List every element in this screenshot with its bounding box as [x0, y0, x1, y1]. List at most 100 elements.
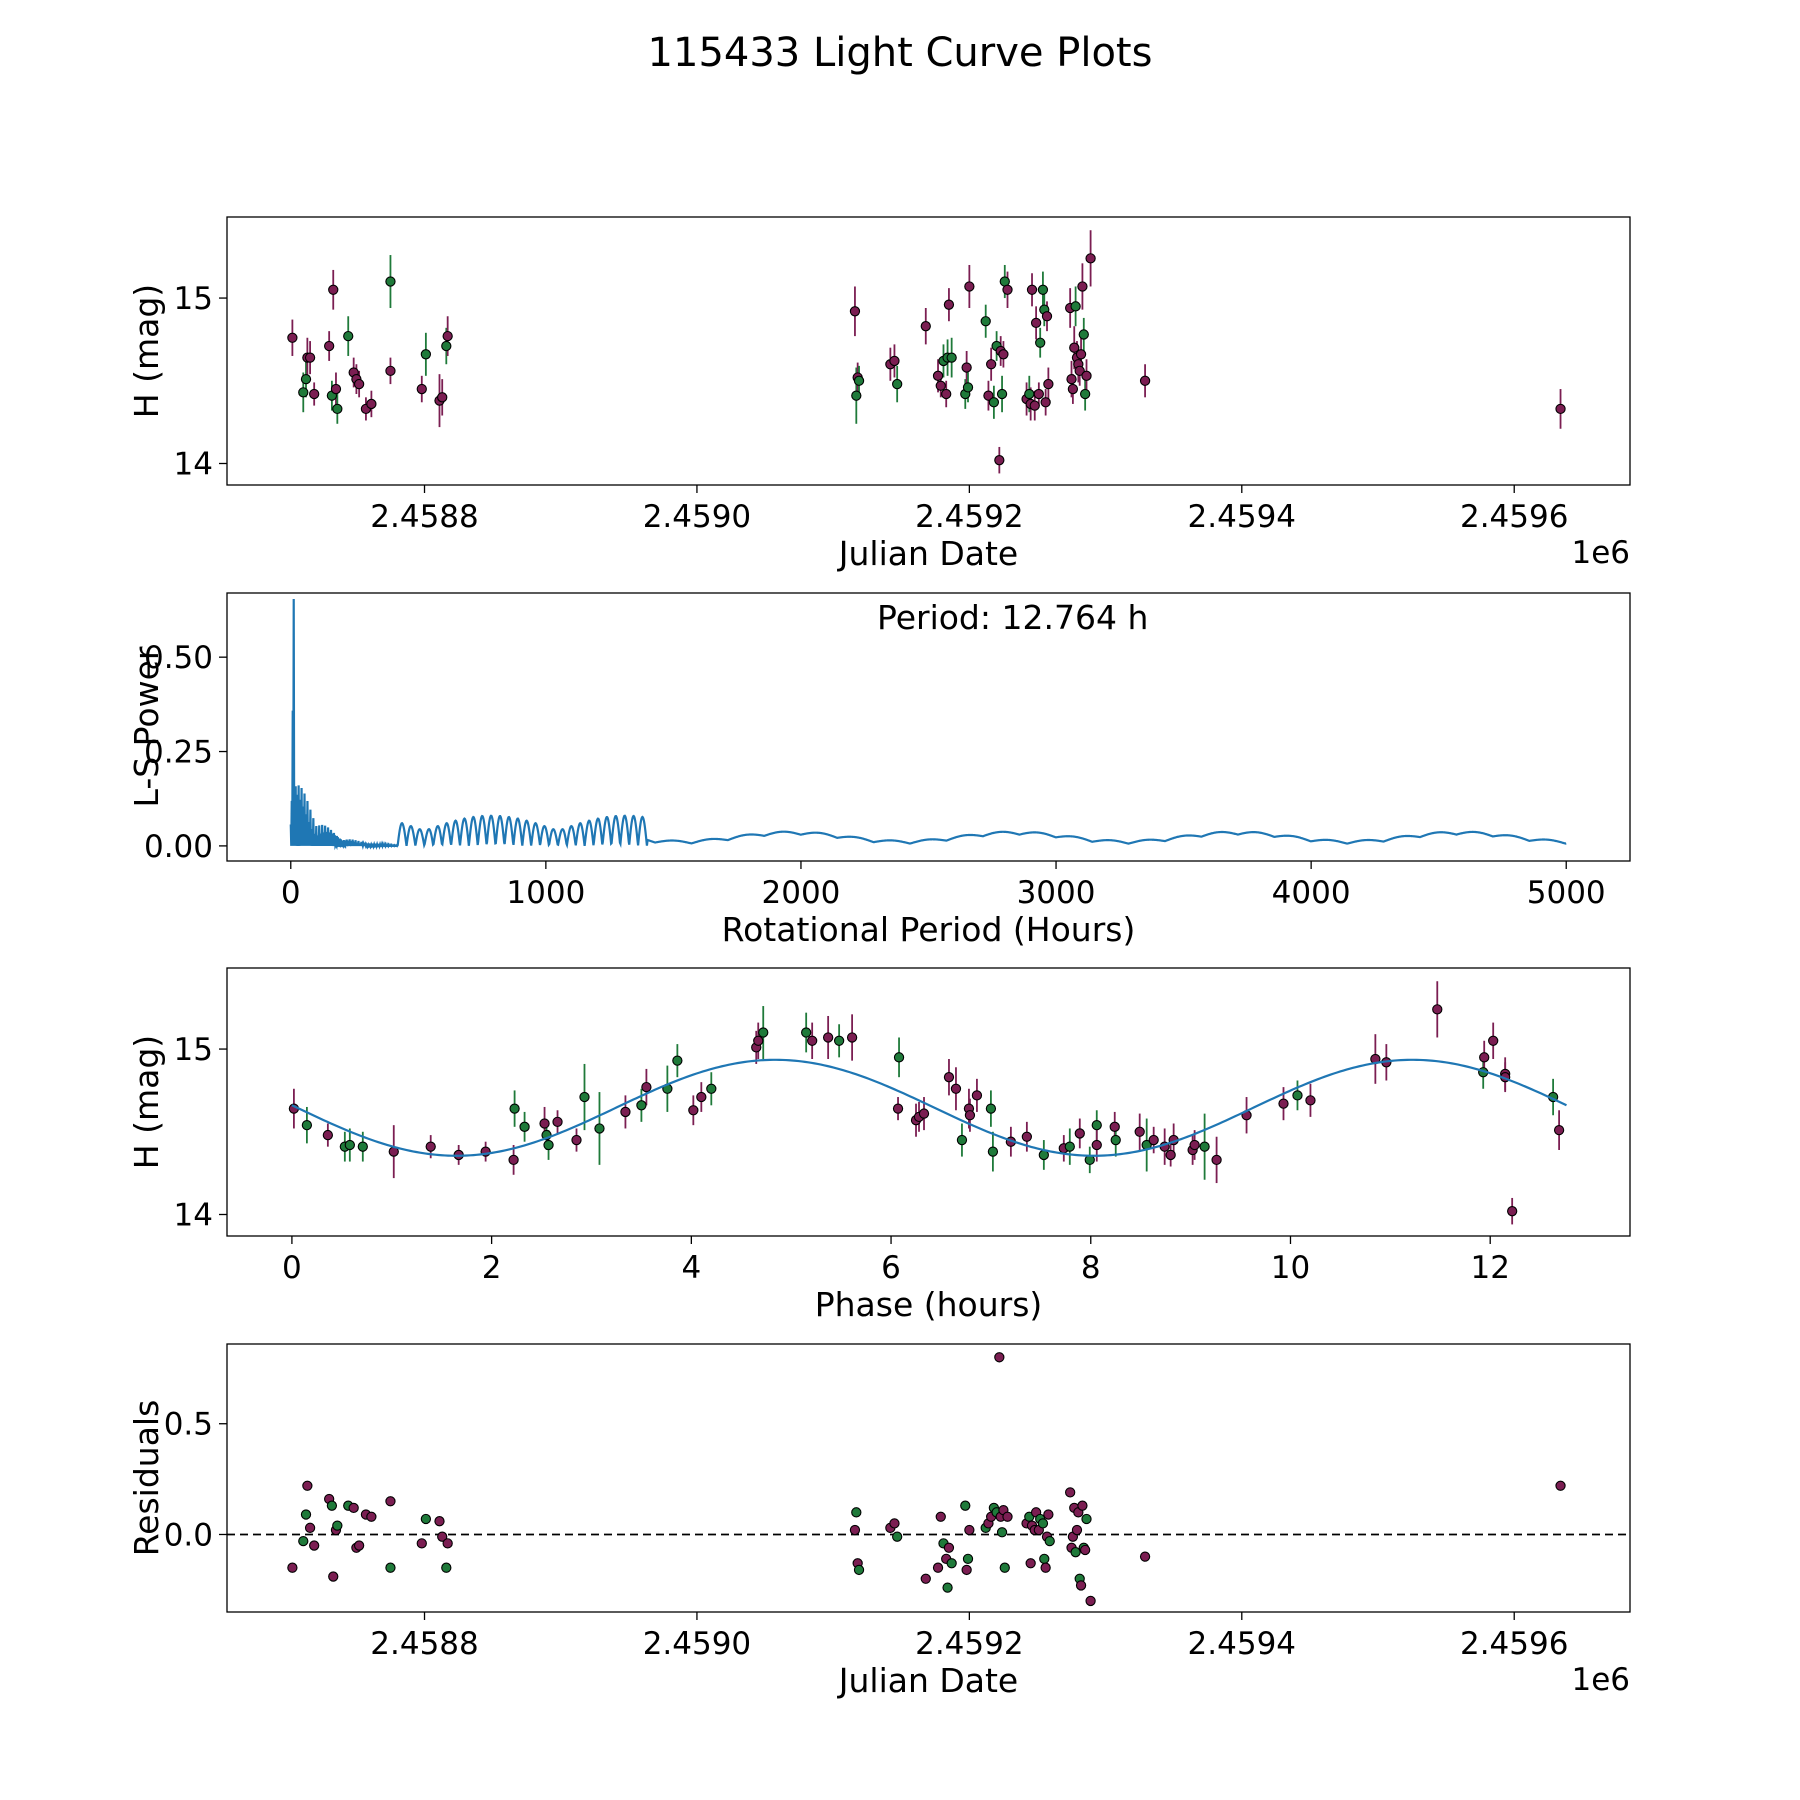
phased-point: [964, 1110, 976, 1121]
phased-point: [425, 1141, 436, 1152]
period-annotation: Period: 12.764 h: [877, 598, 1148, 637]
residual-point: [920, 1573, 931, 1584]
residual-point: [851, 1507, 862, 1518]
periodogram-ytick-label: 0.50: [144, 640, 213, 676]
lightcurve-point: [964, 281, 975, 292]
lightcurve-point: [1041, 311, 1053, 322]
lightcurve-point: [920, 321, 931, 332]
lightcurve-point: [332, 403, 343, 415]
residual-point: [1085, 1595, 1096, 1607]
periodogram-plot-area: [289, 598, 1567, 851]
lightcurve-point: [1030, 317, 1042, 329]
lightcurve-point: [996, 388, 1008, 400]
residuals-ytick-label: 0.5: [164, 1407, 213, 1443]
phased-point: [543, 1139, 554, 1151]
phased-point: [801, 1027, 812, 1038]
figure-title: 115433 Light Curve Plots: [648, 30, 1153, 76]
lightcurve-point: [1037, 284, 1049, 295]
phased-point: [620, 1106, 631, 1118]
phased-point: [892, 1103, 904, 1114]
lightcurve-point: [1026, 284, 1038, 295]
lightcurve-point: [1029, 400, 1040, 411]
phased-point: [1292, 1090, 1303, 1101]
residual-point: [1039, 1553, 1050, 1564]
phased-point: [1109, 1121, 1120, 1132]
phased-point: [1479, 1052, 1490, 1063]
lightcurve-point: [442, 330, 453, 342]
lightcurve-point: [385, 276, 396, 287]
lightcurve-point: [941, 388, 952, 400]
residual-point: [442, 1538, 453, 1549]
phased-point: [696, 1091, 707, 1103]
residual-point: [416, 1538, 427, 1549]
phased-point: [519, 1121, 530, 1132]
periodogram-ytick-label: 0.25: [144, 735, 213, 771]
periodogram-xtick-label: 5000: [1527, 875, 1606, 911]
lightcurve-point: [385, 365, 396, 377]
periodogram-xtick-label: 3000: [1017, 875, 1096, 911]
lightcurve-point: [343, 330, 354, 342]
phased-point: [833, 1035, 845, 1046]
lightcurve-point: [1066, 373, 1077, 385]
phased-point: [1432, 1004, 1443, 1015]
lightcurve-point: [1079, 388, 1091, 400]
residual-point: [961, 1564, 972, 1576]
residuals-xlabel: Julian Date: [837, 1661, 1019, 1700]
lightcurve-point: [1078, 329, 1089, 340]
phased-point: [1488, 1035, 1499, 1046]
phased-point: [1064, 1141, 1075, 1152]
lightcurve-frame: [226, 216, 1631, 486]
residual-point: [304, 1522, 316, 1533]
phased-point: [1211, 1154, 1222, 1166]
lightcurve-point: [946, 352, 957, 363]
residual-point: [942, 1582, 953, 1593]
phased-point: [1091, 1120, 1102, 1131]
phased-point: [1110, 1134, 1121, 1146]
phased-xlabel: Phase (hours): [815, 1285, 1043, 1324]
phased-point: [552, 1116, 563, 1128]
phased-point: [357, 1141, 368, 1152]
phased-point: [943, 1072, 955, 1083]
phased-ylabel: H (mag): [127, 1035, 166, 1169]
phased-point: [539, 1118, 550, 1129]
lightcurve-xtick-label: 2.4596: [1460, 499, 1568, 535]
phased-point: [641, 1081, 652, 1093]
phased-point: [1091, 1139, 1102, 1151]
residual-point: [889, 1518, 900, 1529]
phased-point: [987, 1146, 999, 1157]
lightcurve-point: [1075, 349, 1087, 360]
residuals-ytick-label: 0.0: [164, 1517, 213, 1553]
lightcurve-ylabel: H (mag): [127, 284, 166, 418]
phased-xtick-label: 0: [282, 1250, 302, 1286]
residual-point: [962, 1553, 974, 1564]
residuals-offset-label: 1e6: [1571, 1662, 1630, 1698]
phased-point: [1165, 1149, 1176, 1161]
residual-point: [1139, 1551, 1151, 1562]
residual-point: [853, 1564, 865, 1576]
residual-point: [1071, 1524, 1083, 1536]
lightcurve-point: [998, 349, 1009, 360]
phased-point: [509, 1103, 520, 1114]
residual-point: [943, 1542, 955, 1553]
lightcurve-point: [1555, 403, 1566, 415]
phased-point: [1278, 1098, 1289, 1109]
residual-point: [1043, 1509, 1054, 1520]
lightcurve-point: [1077, 281, 1088, 292]
residuals-frame: [226, 1343, 1631, 1613]
phased-xtick-label: 4: [681, 1250, 701, 1286]
residual-point: [946, 1558, 957, 1569]
phased-ytick-label: 14: [174, 1197, 213, 1233]
lightcurve-point: [298, 387, 309, 398]
phased-point: [1507, 1206, 1518, 1217]
lightcurve-point: [1002, 284, 1013, 295]
lightcurve-point: [932, 370, 944, 381]
residual-point: [1002, 1511, 1013, 1522]
residuals-xtick-label: 2.4594: [1188, 1626, 1296, 1662]
lightcurve-point: [889, 355, 900, 367]
lightcurve-point: [420, 349, 432, 360]
phased-point: [758, 1027, 769, 1038]
residual-point: [1037, 1518, 1049, 1529]
residual-point: [960, 1500, 971, 1511]
phased-point: [985, 1103, 997, 1114]
